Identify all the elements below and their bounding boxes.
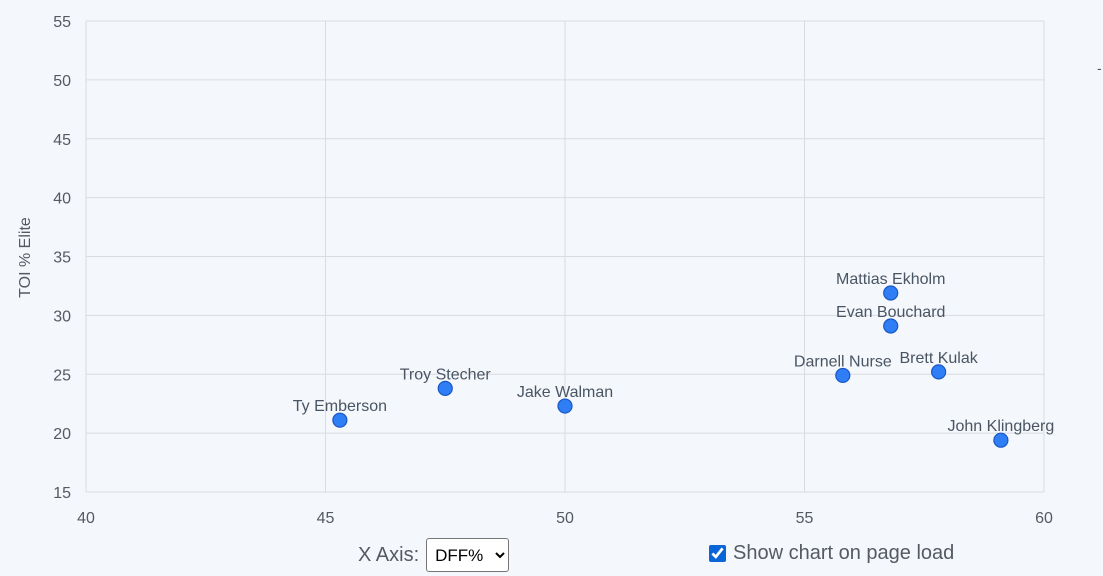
chart-controls: X Axis: DFF% Show chart on page load [0,536,1103,576]
data-point [883,285,899,301]
y-axis-title: TOI % Elite [17,217,34,298]
data-point [883,318,899,334]
show-chart-label: Show chart on page load [733,542,955,564]
data-point [835,367,851,384]
data-point-label: Mattias Ekholm [836,271,945,288]
data-point-label: Troy Stecher [400,366,492,383]
y-tick-label: 25 [53,367,71,384]
x-tick-label: 45 [317,510,335,527]
x-tick-label: 55 [796,510,814,527]
data-point [332,412,348,428]
x-tick-label: 40 [77,510,95,527]
data-point-label: Darnell Nurse [794,353,892,370]
data-point [931,364,947,380]
data-point-label: Brett Kulak [899,350,978,367]
x-axis-select[interactable]: DFF% [426,538,510,572]
y-tick-label: 55 [53,14,71,31]
show-chart-toggle[interactable]: Show chart on page load [709,542,954,565]
y-tick-label: 20 [53,426,71,443]
edge-mark: - [1097,60,1102,76]
y-tick-label: 15 [53,485,71,502]
show-chart-checkbox[interactable] [709,545,726,562]
data-point-label: Evan Bouchard [836,304,945,321]
x-tick-label: 50 [556,510,574,527]
y-tick-label: 40 [53,191,71,208]
data-point-label: John Klingberg [948,418,1055,435]
scatter-chart: 15 20 25 30 35 40 45 50 55 40 45 50 55 60 TOI % Elite T… [17,14,1055,527]
data-point-label: Jake Walman [517,384,613,401]
x-axis-control: X Axis: DFF% [358,538,510,572]
data-point [993,432,1009,448]
x-tick-label: 60 [1035,510,1053,527]
data-point [437,380,453,396]
data-point [557,398,573,414]
y-tick-label: 50 [53,73,71,90]
data-point-label: Ty Emberson [293,398,387,415]
y-tick-label: 45 [53,132,71,149]
y-tick-label: 35 [53,250,71,267]
chart-area: 15 20 25 30 35 40 45 50 55 40 45 50 55 60 TOI % Elite T… [17,14,1055,527]
x-axis-select-label: X Axis: [358,543,420,566]
y-tick-label: 30 [53,308,71,325]
